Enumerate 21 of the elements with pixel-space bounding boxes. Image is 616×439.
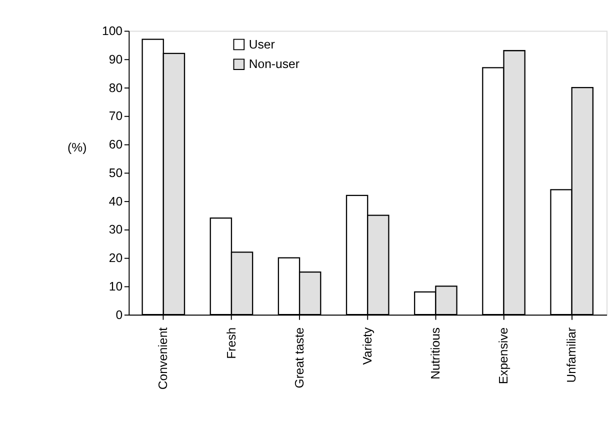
y-tick-label: 50 xyxy=(108,166,123,180)
x-tick-label: Unfamiliar xyxy=(564,327,579,383)
y-tick-label: 30 xyxy=(108,222,123,237)
y-tick-label: 10 xyxy=(108,280,123,294)
x-tick-label: Great taste xyxy=(292,327,306,388)
x-tick-label: Variety xyxy=(360,326,374,365)
legend-label: Non-user xyxy=(248,57,300,72)
x-tick-label: Convenient xyxy=(156,326,170,390)
y-axis-title: (%) xyxy=(68,140,87,154)
y-tick-label: 90 xyxy=(108,52,123,66)
x-tick-label: Nutritious xyxy=(428,327,442,380)
x-tick-label: Fresh xyxy=(224,327,238,359)
y-tick-label: 80 xyxy=(108,80,123,95)
y-tick-label: 20 xyxy=(108,251,123,266)
y-tick-label: 100 xyxy=(102,24,123,38)
y-tick-label: 0 xyxy=(116,308,123,322)
x-tick-label: Expensive xyxy=(496,327,511,384)
y-tick-label: 70 xyxy=(108,109,123,124)
legend-label: User xyxy=(248,37,275,52)
y-tick-label: 60 xyxy=(108,138,123,152)
y-tick-label: 40 xyxy=(108,194,123,208)
